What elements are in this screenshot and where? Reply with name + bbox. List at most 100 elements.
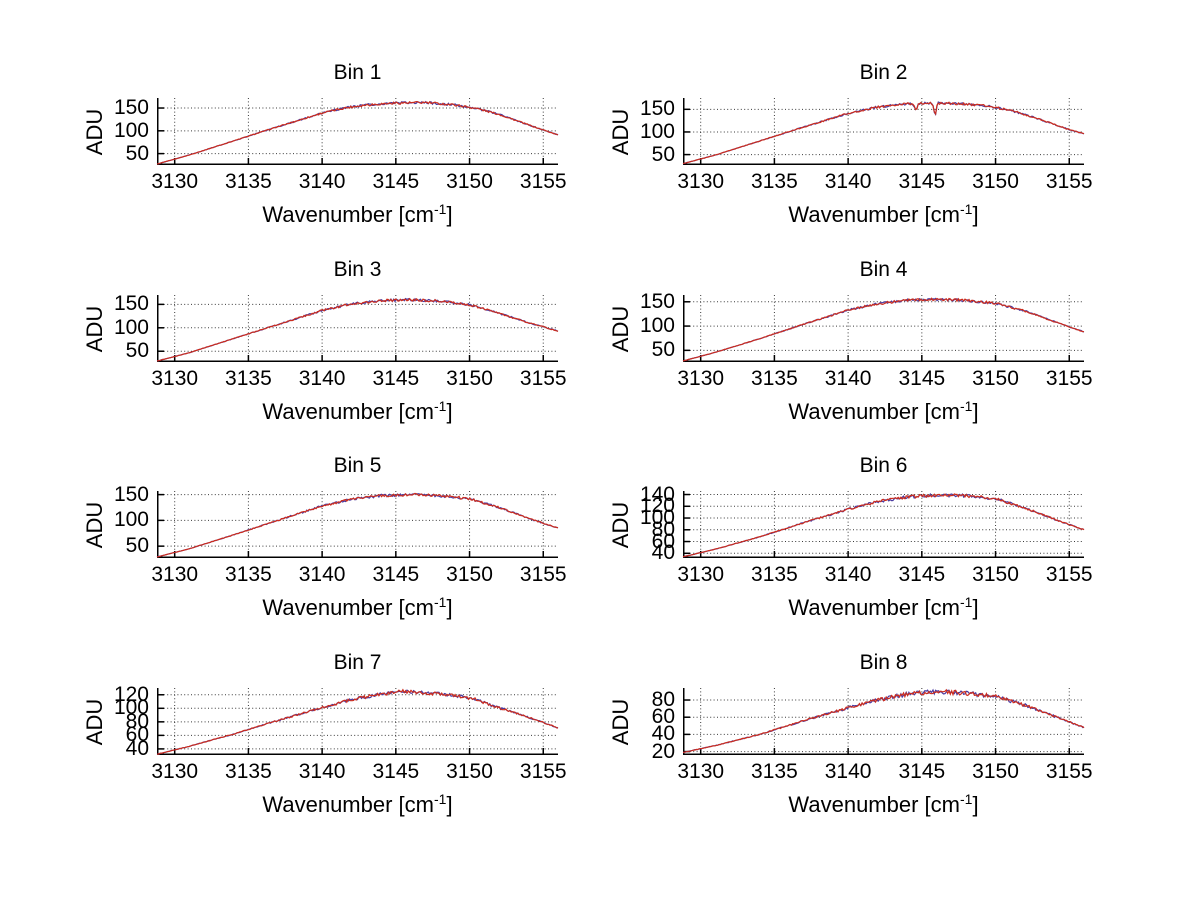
x-tick-label: 3130	[677, 760, 725, 783]
x-tick-label: 3145	[898, 170, 946, 193]
subplot-bin-1: Bin 1 ADU 50 100 150 3130 3135 3140 3145 3150 3155…	[82, 62, 567, 227]
x-tick-label: 3140	[824, 760, 872, 783]
y-tick-label: 120	[113, 682, 149, 706]
x-tick-label: 3140	[824, 170, 872, 193]
x-tick-label: 3150	[972, 563, 1019, 586]
y-tick-label: 140	[639, 482, 675, 506]
x-axis-label-sup: -1	[434, 594, 447, 610]
y-tick-label: 150	[113, 292, 149, 316]
x-tick-label: 3145	[372, 170, 420, 193]
subplot-title: Bin 4	[859, 258, 908, 281]
x-tick-label: 3140	[298, 563, 346, 586]
x-tick-label: 3150	[446, 760, 493, 783]
x-axis-label: Wavenumber [cm-1]	[683, 791, 1084, 819]
plot-area	[682, 98, 1085, 165]
y-tick-label: 40	[651, 722, 675, 746]
x-axis-label: Wavenumber [cm-1]	[157, 398, 558, 426]
x-axis-label: Wavenumber [cm-1]	[157, 791, 558, 819]
subplot-bin-8: Bin 8 ADU 20 40 60 80 3130 3135 3140 3145 3150 3155…	[608, 652, 1093, 817]
x-axis-label-pre: Wavenumber [cm	[788, 595, 960, 620]
y-tick-label: 120	[639, 494, 675, 518]
x-axis-label-post: ]	[446, 595, 453, 620]
subplot-bin-2: Bin 2 ADU 50 100 150 3130 3135 3140 3145 3150 3155…	[608, 62, 1093, 227]
y-tick-label: 80	[651, 517, 675, 541]
y-tick-label: 50	[651, 338, 675, 362]
plot-area	[682, 491, 1085, 558]
subplot-title: Bin 8	[859, 651, 908, 674]
x-tick-label: 3135	[225, 170, 272, 193]
y-tick-label: 50	[125, 534, 149, 558]
x-axis-label-sup: -1	[960, 594, 973, 610]
x-tick-label: 3135	[225, 760, 272, 783]
x-tick-label: 3130	[677, 563, 725, 586]
x-axis-label-post: ]	[972, 595, 979, 620]
x-tick-label: 3135	[225, 563, 272, 586]
x-tick-label: 3155	[1045, 367, 1093, 390]
x-tick-label: 3145	[898, 760, 946, 783]
y-tick-label: 100	[639, 119, 675, 143]
x-axis-label-sup: -1	[434, 398, 447, 414]
x-axis-label: Wavenumber [cm-1]	[157, 594, 558, 622]
x-tick-label: 3145	[372, 760, 420, 783]
subplot-title: Bin 3	[333, 258, 382, 281]
subplot-title: Bin 7	[333, 651, 382, 674]
x-tick-label: 3155	[519, 760, 567, 783]
x-tick-label: 3155	[519, 170, 567, 193]
y-tick-label: 100	[113, 696, 149, 720]
x-axis-label-pre: Wavenumber [cm	[788, 399, 960, 424]
x-axis-label: Wavenumber [cm-1]	[157, 201, 558, 229]
x-axis-label-post: ]	[446, 399, 453, 424]
x-tick-label: 3130	[677, 367, 725, 390]
x-axis-label: Wavenumber [cm-1]	[683, 398, 1084, 426]
y-tick-label: 80	[125, 709, 149, 733]
y-tick-label: 100	[113, 315, 149, 339]
plot-area	[156, 295, 559, 362]
x-axis-label-post: ]	[972, 399, 979, 424]
subplot-bin-7: Bin 7 ADU 40 60 80 100 120 3130 3135 3140 3145 3150…	[82, 652, 567, 817]
x-tick-label: 3155	[1045, 170, 1093, 193]
subplot-title: Bin 6	[859, 454, 908, 477]
y-tick-label: 150	[113, 96, 149, 120]
x-axis-label-pre: Wavenumber [cm	[262, 399, 434, 424]
y-tick-label: 80	[651, 688, 675, 712]
y-tick-label: 150	[639, 289, 675, 313]
x-tick-label: 3140	[298, 760, 346, 783]
x-tick-label: 3155	[519, 563, 567, 586]
x-tick-label: 3150	[446, 563, 493, 586]
x-tick-label: 3130	[151, 760, 199, 783]
x-axis-label-pre: Wavenumber [cm	[262, 202, 434, 227]
x-tick-label: 3155	[1045, 563, 1093, 586]
subplot-bin-5: Bin 5 ADU 50 100 150 3130 3135 3140 3145 3150 3155…	[82, 455, 567, 620]
x-tick-label: 3150	[446, 170, 493, 193]
y-tick-label: 100	[113, 508, 149, 532]
x-axis-label-pre: Wavenumber [cm	[788, 792, 960, 817]
y-tick-label: 50	[125, 141, 149, 165]
x-tick-label: 3150	[972, 367, 1019, 390]
x-tick-label: 3130	[677, 170, 725, 193]
y-tick-label: 60	[125, 723, 149, 747]
subplot-bin-6: Bin 6 ADU 40 60 80 100 120 140 3130 3135 3140 3145 3…	[608, 455, 1093, 620]
x-axis-label-post: ]	[972, 792, 979, 817]
x-axis-label-pre: Wavenumber [cm	[262, 595, 434, 620]
x-axis-label-pre: Wavenumber [cm	[788, 202, 960, 227]
y-tick-label: 60	[651, 705, 675, 729]
subplot-title: Bin 5	[333, 454, 382, 477]
x-axis-label-post: ]	[972, 202, 979, 227]
x-tick-label: 3145	[372, 367, 420, 390]
x-tick-label: 3140	[824, 563, 872, 586]
x-tick-label: 3140	[298, 367, 346, 390]
x-tick-label: 3155	[1045, 760, 1093, 783]
y-tick-label: 100	[113, 118, 149, 142]
x-axis-label-sup: -1	[960, 398, 973, 414]
plot-area	[156, 688, 559, 755]
x-axis-label-sup: -1	[960, 791, 973, 807]
x-tick-label: 3135	[751, 563, 798, 586]
y-tick-label: 50	[651, 142, 675, 166]
x-tick-label: 3130	[151, 367, 199, 390]
x-axis-label-post: ]	[446, 792, 453, 817]
y-tick-label: 150	[113, 482, 149, 506]
y-tick-label: 150	[639, 97, 675, 121]
x-tick-label: 3135	[751, 170, 798, 193]
x-tick-label: 3130	[151, 170, 199, 193]
